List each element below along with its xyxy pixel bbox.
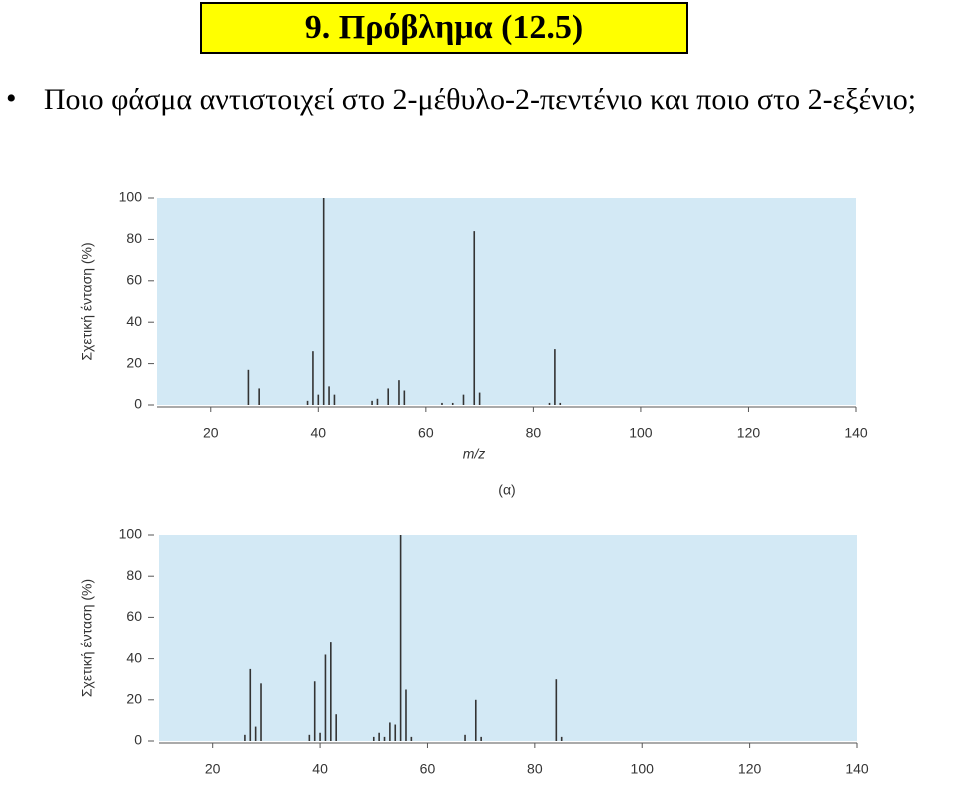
x-tick-label: 120: [737, 425, 761, 441]
peak: [376, 398, 379, 405]
peak: [324, 654, 327, 741]
y-tick-label: 80: [126, 230, 142, 246]
peak: [260, 683, 262, 741]
peak: [473, 231, 476, 405]
peak: [308, 734, 311, 741]
peak: [313, 681, 316, 741]
x-tick-label: 80: [527, 761, 543, 777]
y-tick-label: 0: [134, 396, 142, 412]
peak: [249, 668, 252, 741]
peak: [258, 388, 260, 405]
peak: [389, 722, 391, 741]
y-tick-label: 60: [126, 272, 142, 288]
peak: [330, 642, 332, 741]
plot-background: [159, 535, 857, 741]
peak: [333, 394, 336, 405]
peak: [312, 351, 314, 405]
peak: [560, 736, 563, 741]
x-axis-label: m/z: [463, 446, 486, 462]
peak: [555, 679, 558, 741]
x-tick-label: 100: [629, 425, 653, 441]
bullet-dot: •: [6, 82, 17, 115]
peak: [405, 689, 407, 741]
y-tick-label: 40: [126, 313, 142, 329]
y-tick-label: 40: [126, 649, 142, 665]
y-axis-label: Σχετική ένταση (%): [79, 242, 95, 360]
peak: [480, 736, 482, 741]
y-tick-label: 80: [126, 567, 142, 583]
x-tick-label: 20: [203, 425, 219, 441]
peak: [328, 386, 330, 405]
peak: [319, 732, 321, 741]
peak: [378, 732, 380, 741]
peak: [247, 369, 250, 405]
peak: [462, 394, 465, 405]
chart-caption: (α): [498, 482, 515, 498]
peak: [254, 726, 257, 741]
x-tick-label: 60: [418, 425, 434, 441]
peak: [383, 736, 386, 741]
x-tick-label: 40: [312, 761, 328, 777]
x-tick-label: 60: [420, 761, 436, 777]
peak: [322, 198, 325, 405]
x-tick-label: 40: [311, 425, 327, 441]
y-tick-label: 60: [126, 608, 142, 624]
peak: [394, 724, 397, 741]
peak: [306, 400, 309, 405]
peak: [317, 394, 320, 405]
slide-title: 9. Πρόβλημα (12.5): [200, 2, 688, 54]
peak: [403, 390, 406, 405]
peak: [441, 402, 443, 405]
y-axis-label: Σχετική ένταση (%): [79, 579, 95, 697]
peak: [399, 535, 402, 741]
x-tick-label: 100: [631, 761, 655, 777]
peak: [372, 736, 375, 741]
peak: [554, 349, 556, 405]
peak: [474, 699, 477, 741]
peak: [398, 380, 400, 405]
peak: [335, 714, 337, 741]
plot-background: [157, 198, 856, 405]
peak: [478, 392, 481, 405]
x-tick-label: 140: [845, 761, 869, 777]
peak: [464, 734, 466, 741]
bullet-text: Ποιο φάσμα αντιστοιχεί στο 2-μέθυλο-2-πε…: [43, 83, 917, 116]
peak: [410, 736, 413, 741]
peak: [244, 734, 246, 741]
y-tick-label: 0: [134, 732, 142, 748]
peak: [559, 402, 562, 405]
peak: [371, 400, 373, 405]
y-tick-label: 20: [126, 354, 142, 370]
x-tick-label: 140: [844, 425, 868, 441]
y-tick-label: 100: [119, 189, 143, 205]
y-tick-label: 100: [119, 526, 143, 542]
peak: [548, 402, 551, 405]
x-tick-label: 20: [205, 761, 221, 777]
y-tick-label: 20: [126, 691, 142, 707]
peak: [451, 402, 454, 405]
x-tick-label: 120: [738, 761, 762, 777]
peak: [387, 388, 390, 405]
x-tick-label: 80: [526, 425, 542, 441]
